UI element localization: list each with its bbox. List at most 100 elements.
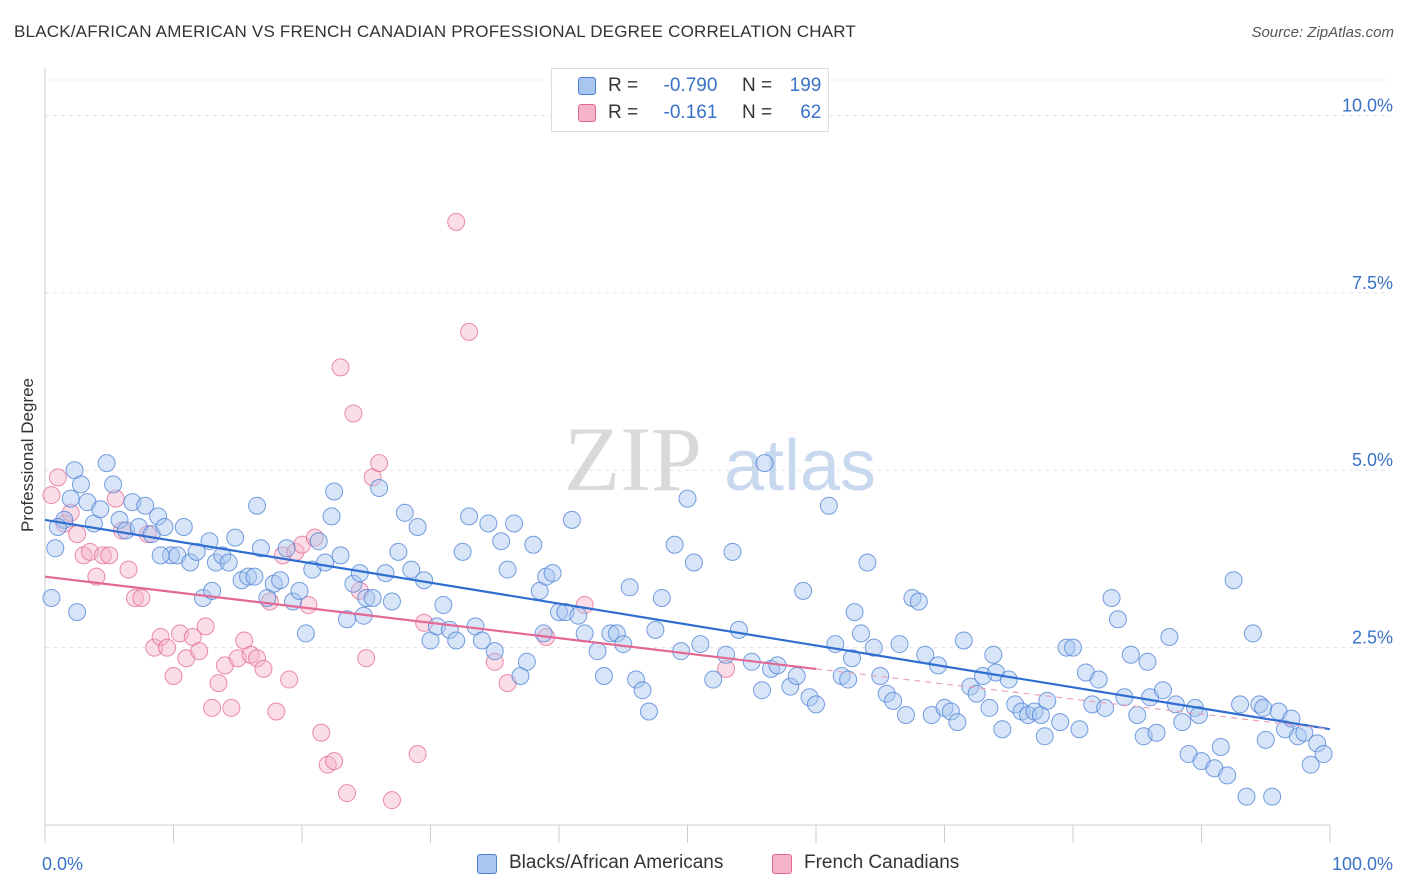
source-label: Source: ZipAtlas.com [1251, 24, 1394, 41]
data-point [800, 688, 819, 707]
data-point [87, 567, 106, 586]
data-point [890, 635, 909, 654]
data-point [1263, 787, 1282, 806]
data-point [187, 542, 206, 561]
data-point [842, 649, 861, 668]
data-point [248, 496, 267, 515]
data-point [704, 670, 723, 689]
data-point [633, 681, 652, 700]
data-point [851, 624, 870, 643]
data-point [136, 496, 155, 515]
correlation-legend: R = -0.790 N = 199 R = -0.161 N = 62 [551, 68, 829, 132]
data-point [408, 518, 427, 536]
data-point [376, 564, 395, 583]
y-tick-label: 2.5% [1352, 628, 1393, 648]
data-point [562, 510, 581, 529]
data-point [322, 507, 341, 526]
data-point [219, 553, 238, 572]
data-point [492, 532, 511, 551]
data-point [543, 564, 562, 583]
data-point [755, 454, 774, 473]
data-point [1224, 571, 1243, 590]
data-point [1070, 720, 1089, 739]
data-point [1243, 624, 1262, 643]
data-point [999, 670, 1018, 689]
data-point [382, 791, 401, 810]
data-point [691, 635, 710, 654]
x-tick-label: 100.0% [1332, 854, 1393, 874]
data-point [498, 560, 517, 579]
legend-r-label: R = [608, 75, 639, 96]
data-point [382, 592, 401, 611]
data-point [787, 667, 806, 685]
legend-r-value: -0.161 [663, 102, 718, 123]
data-point [1147, 723, 1166, 742]
data-point [239, 567, 258, 586]
data-point [213, 546, 232, 565]
data-point [190, 642, 209, 661]
data-point [370, 478, 389, 497]
data-point [331, 546, 350, 565]
data-point [753, 681, 772, 700]
data-point [517, 652, 536, 671]
data-point [68, 525, 87, 544]
y-tick-label: 10.0% [1342, 95, 1393, 115]
data-point [569, 606, 588, 625]
data-point [316, 553, 335, 572]
data-point [71, 475, 90, 494]
data-point [164, 667, 183, 685]
data-point [845, 603, 864, 622]
data-point [839, 670, 858, 689]
data-point [858, 553, 877, 572]
data-point [104, 475, 123, 494]
data-point [460, 322, 479, 341]
data-point [601, 624, 620, 643]
data-point [678, 489, 697, 508]
data-point [1256, 730, 1275, 749]
data-point [1096, 698, 1115, 717]
data-point [158, 638, 177, 657]
data-point [652, 588, 671, 607]
data-point [344, 574, 363, 593]
data-point [1301, 755, 1320, 774]
data-point [222, 698, 241, 717]
bottom-legend-label-blue: Blacks/African Americans [509, 852, 724, 873]
data-point [61, 489, 80, 508]
data-point [485, 652, 504, 671]
data-point [646, 620, 665, 639]
data-point [245, 567, 264, 586]
y-tick-label: 5.0% [1352, 450, 1393, 470]
data-point [948, 713, 967, 732]
data-point [1089, 670, 1108, 689]
data-point [717, 645, 736, 664]
data-point [68, 603, 87, 622]
data-point [607, 624, 626, 643]
data-point [1308, 734, 1327, 753]
data-point [155, 518, 174, 536]
data-point [209, 674, 228, 693]
data-point [877, 684, 896, 703]
data-point [181, 553, 200, 572]
data-point [110, 510, 129, 529]
data-point [1051, 713, 1070, 732]
data-point [151, 627, 170, 646]
data-point [909, 592, 928, 611]
data-point [665, 535, 684, 554]
data-point [344, 404, 363, 423]
data-point [1153, 681, 1172, 700]
data-point [149, 507, 168, 526]
data-point [1121, 645, 1140, 664]
data-point [460, 507, 479, 526]
trend-line [44, 518, 1331, 731]
data-point [864, 638, 883, 657]
data-point [248, 649, 267, 668]
legend-n-value: 199 [789, 75, 822, 96]
data-point [251, 539, 270, 558]
data-point [453, 542, 472, 561]
data-point [254, 659, 273, 678]
data-point [337, 784, 356, 803]
data-point [1231, 695, 1250, 714]
data-point [819, 496, 838, 515]
legend-n-label: N = [741, 75, 773, 96]
data-point [271, 571, 290, 590]
